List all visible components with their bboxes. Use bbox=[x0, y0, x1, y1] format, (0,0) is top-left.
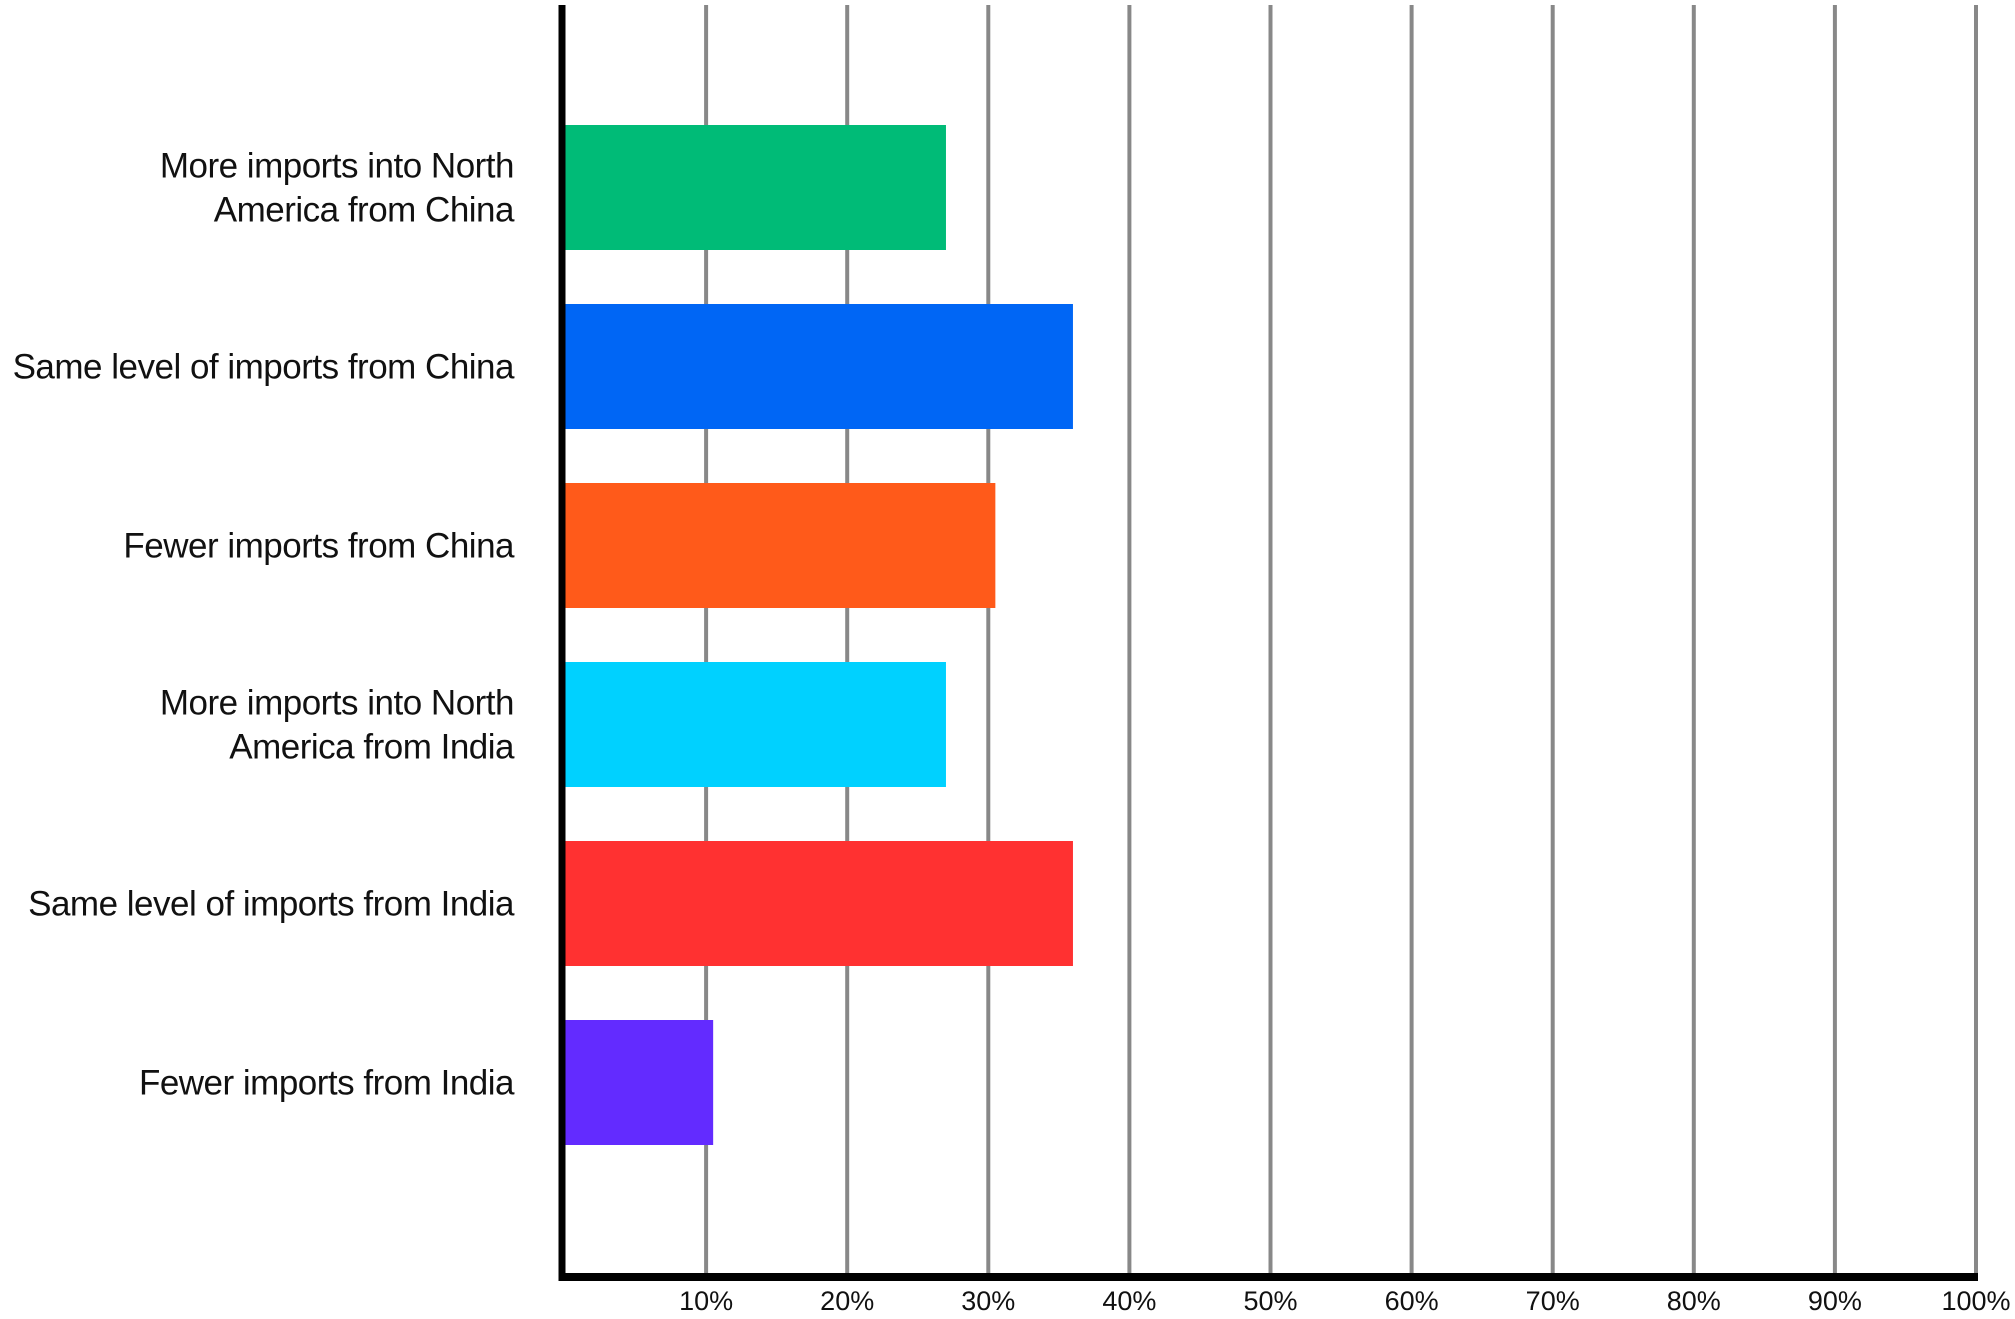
category-label-line: Same level of imports from China bbox=[13, 347, 515, 386]
x-tick-label: 10% bbox=[679, 1286, 733, 1316]
category-label: Same level of imports from China bbox=[13, 347, 515, 386]
tick-labels: 10% 20% 30% 40% 50% 60% 70% 80% 90% 100% bbox=[679, 1286, 2010, 1316]
x-tick-label: 70% bbox=[1526, 1286, 1580, 1316]
x-tick-label: 50% bbox=[1243, 1286, 1297, 1316]
x-tick-label: 30% bbox=[961, 1286, 1015, 1316]
category-label: Fewer imports from China bbox=[123, 526, 515, 565]
category-labels: More imports into North America from Chin… bbox=[13, 146, 516, 1102]
category-label: More imports into North America from Indi… bbox=[160, 683, 515, 766]
x-tick-label: 80% bbox=[1667, 1286, 1721, 1316]
x-tick-label: 40% bbox=[1102, 1286, 1156, 1316]
category-label-line: America from China bbox=[214, 190, 515, 229]
category-label-line: Fewer imports from India bbox=[139, 1063, 515, 1102]
category-label-line: More imports into North bbox=[160, 683, 514, 722]
category-label: Fewer imports from India bbox=[139, 1063, 515, 1102]
category-label: More imports into North America from Chin… bbox=[160, 146, 515, 229]
bar bbox=[565, 841, 1073, 966]
category-label-line: Same level of imports from India bbox=[28, 884, 515, 923]
bar bbox=[565, 1020, 714, 1145]
x-tick-label: 100% bbox=[1941, 1286, 2010, 1316]
category-label: Same level of imports from India bbox=[28, 884, 515, 923]
x-tick-label: 60% bbox=[1385, 1286, 1439, 1316]
bar bbox=[565, 662, 946, 787]
x-tick-label: 20% bbox=[820, 1286, 874, 1316]
bars bbox=[565, 125, 1073, 1145]
bar bbox=[565, 304, 1073, 429]
axes bbox=[558, 5, 1978, 1281]
category-label-line: More imports into North bbox=[160, 146, 514, 185]
bar bbox=[565, 125, 946, 250]
category-label-line: America from India bbox=[229, 727, 515, 766]
x-tick-label: 90% bbox=[1808, 1286, 1862, 1316]
bar bbox=[565, 483, 996, 608]
category-label-line: Fewer imports from China bbox=[123, 526, 515, 565]
